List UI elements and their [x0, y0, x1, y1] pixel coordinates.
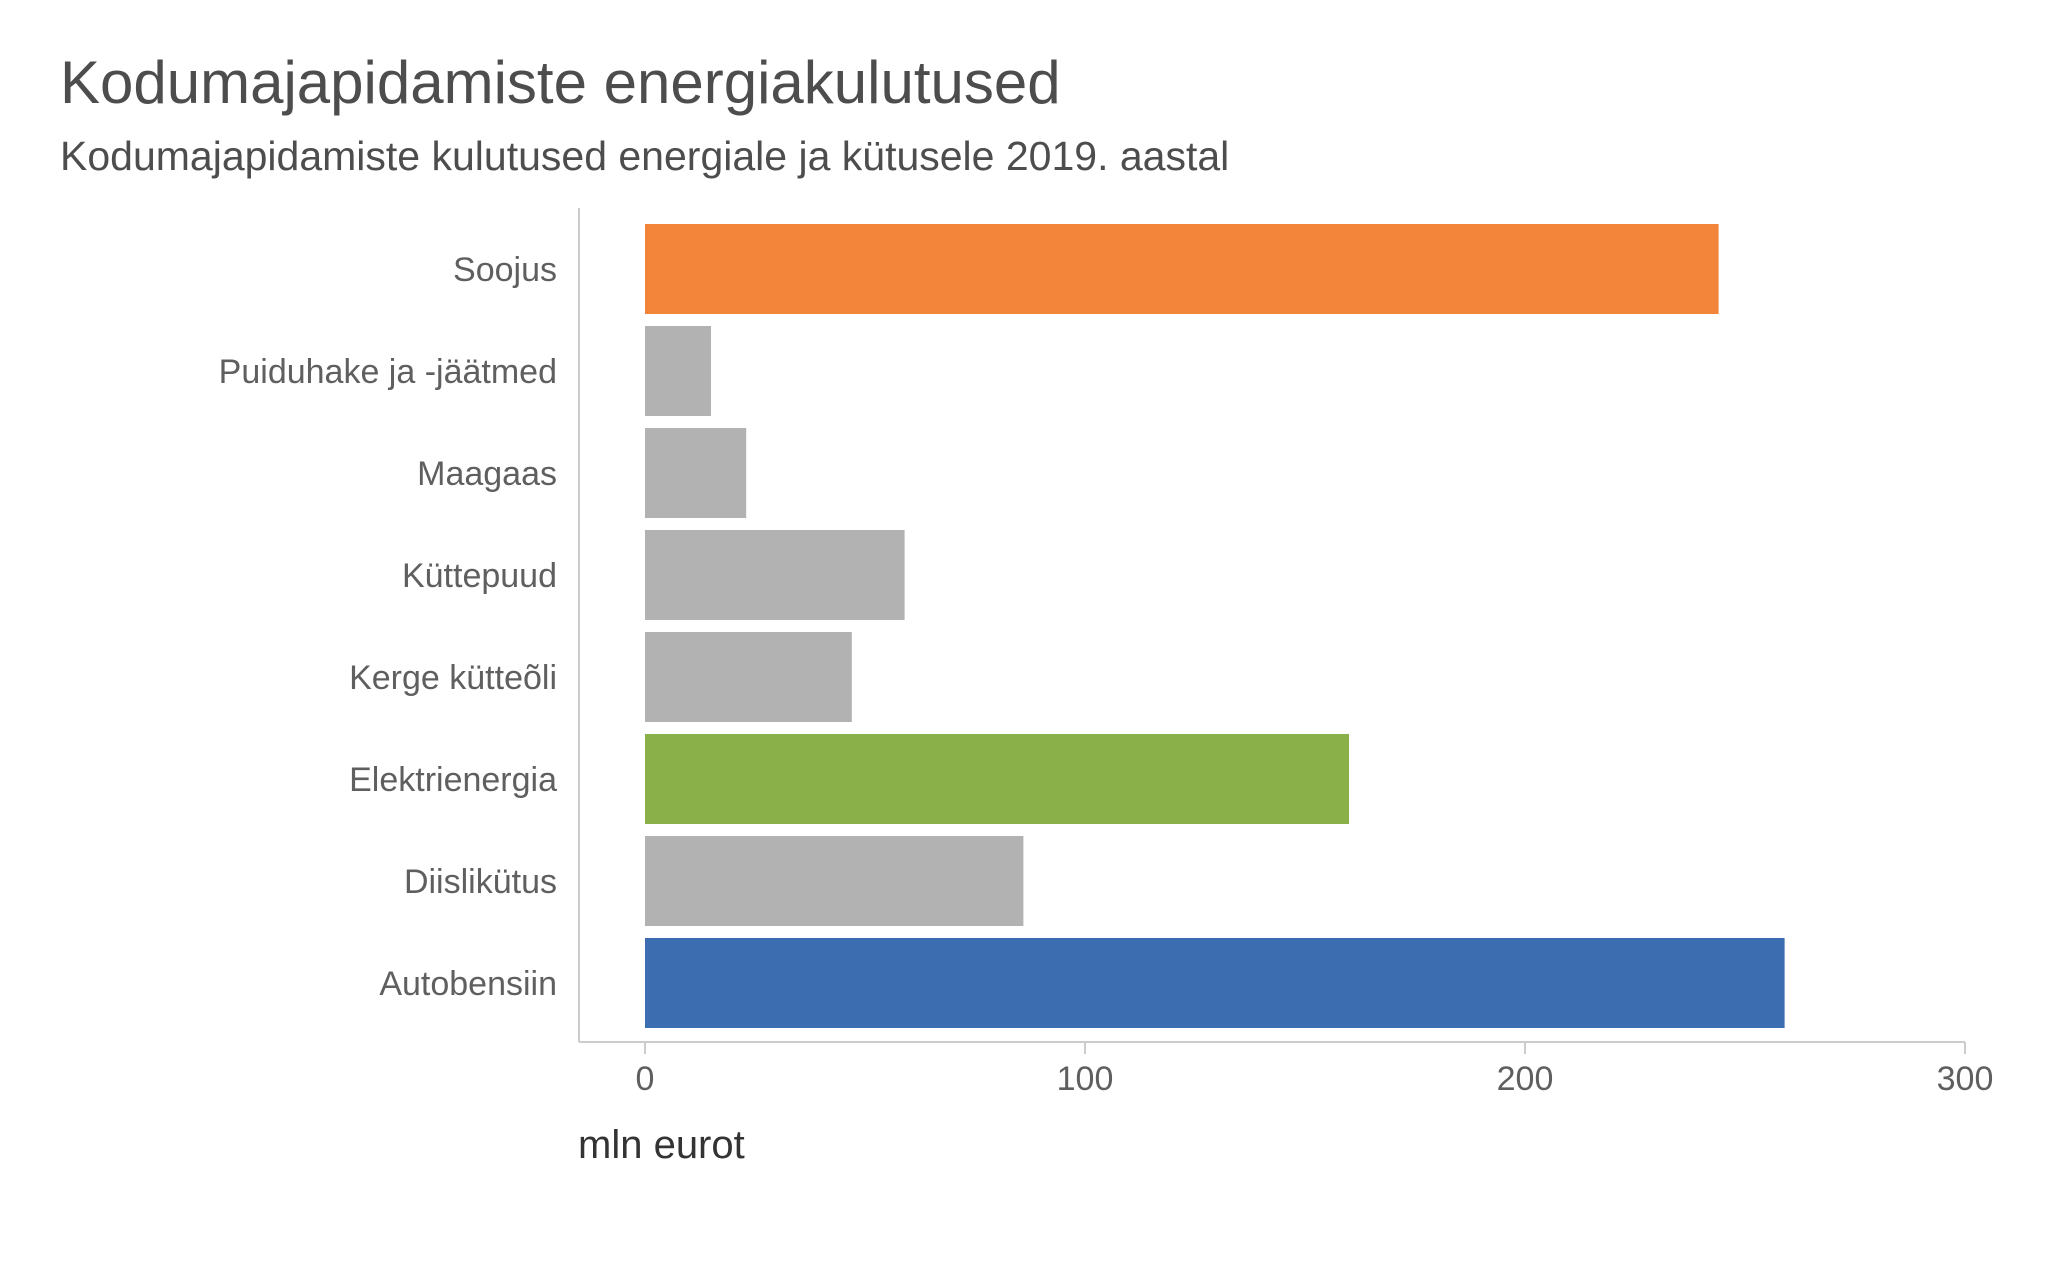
bar-4: [645, 632, 852, 722]
x-tick-label: 100: [1057, 1060, 1114, 1098]
category-label: Autobensiin: [379, 965, 557, 1003]
chart-title: Kodumajapidamiste energiakulutused: [60, 49, 1061, 116]
bar-3: [645, 530, 905, 620]
bar-2: [645, 428, 747, 518]
category-label: Küttepuud: [402, 557, 557, 595]
category-label: Elektrienergia: [349, 761, 557, 799]
x-tick-label: 0: [636, 1060, 655, 1098]
category-label: Kerge kütteõli: [349, 659, 557, 697]
bars-group: [645, 224, 1785, 1028]
category-label: Maagaas: [417, 455, 557, 493]
bar-5: [645, 734, 1349, 824]
axes-group: 0 100 200 300: [578, 208, 1994, 1098]
x-axis-title: mln eurot: [578, 1123, 745, 1167]
x-tick-label: 200: [1497, 1060, 1554, 1098]
bar-7: [645, 938, 1785, 1028]
category-label: Diislikütus: [404, 863, 557, 901]
category-label: Soojus: [453, 251, 557, 289]
bar-0: [645, 224, 1719, 314]
chart-subtitle: Kodumajapidamiste kulutused energiale ja…: [60, 133, 1230, 179]
bar-6: [645, 836, 1024, 926]
category-labels-group: Soojus Puiduhake ja -jäätmed Maagaas Küttep…: [219, 251, 557, 1003]
category-label: Puiduhake ja -jäätmed: [219, 353, 557, 391]
x-tick-label: 300: [1937, 1060, 1994, 1098]
bar-1: [645, 326, 711, 416]
